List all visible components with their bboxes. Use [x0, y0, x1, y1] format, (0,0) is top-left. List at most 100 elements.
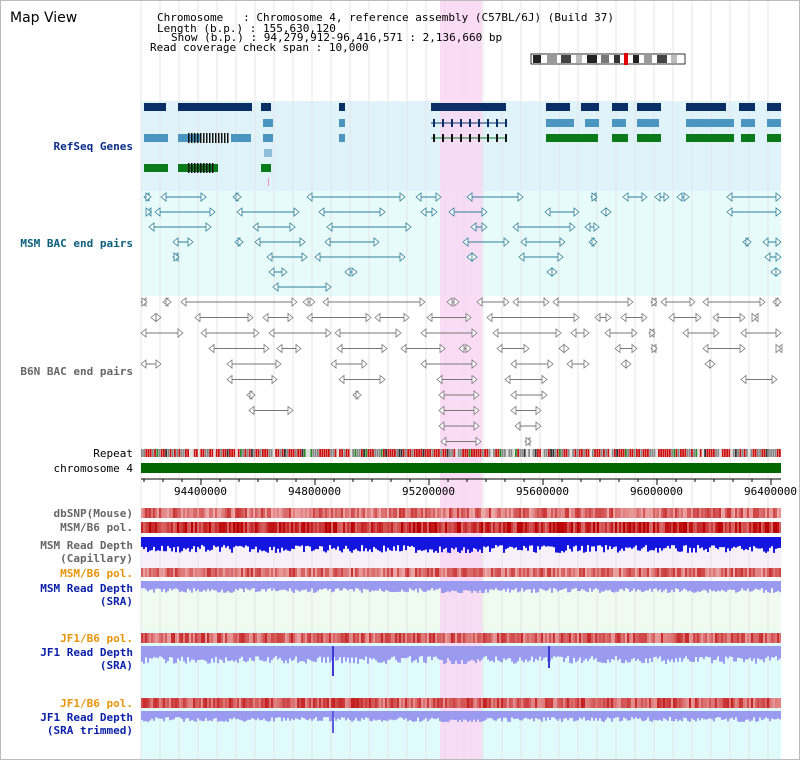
b6n-bac-pair-end: [365, 312, 372, 323]
b6n-bac-pair-end: [374, 312, 381, 323]
b6n-bac-track[interactable]: [140, 297, 783, 447]
msm-pol-cell: [315, 522, 317, 533]
msm-capillary-depth: [221, 537, 223, 548]
jf1-trimmed-depth: [409, 711, 411, 720]
msm-sra-depth: [183, 581, 185, 593]
msm-sra-depth: [255, 581, 257, 593]
msm-pol-cell: [355, 522, 357, 533]
dbsnp-cell: [347, 508, 349, 518]
jf1-sra-depth: [653, 646, 655, 658]
msm-bac-track[interactable]: [143, 192, 782, 292]
msm-pol-sra-cell: [671, 568, 673, 577]
jf1-sra-depth: [615, 646, 617, 657]
jf1-trimmed-depth: [267, 711, 269, 722]
variation-tracks[interactable]: [141, 508, 781, 733]
msm-capillary-depth: [607, 537, 609, 550]
jf1-pol-cell: [679, 633, 681, 643]
msm-capillary-depth: [547, 537, 549, 547]
jf1-trimmed-depth: [161, 711, 163, 719]
msm-capillary-depth: [209, 537, 211, 551]
jf1-trimmed-depth: [325, 711, 327, 718]
msm-capillary-depth: [361, 537, 363, 546]
msm-capillary-depth: [191, 537, 193, 550]
dbsnp-cell: [211, 508, 213, 518]
gene-feature: [144, 164, 168, 172]
msm-pol-cell: [379, 522, 381, 533]
msm-sra-depth: [387, 581, 389, 591]
msm-pol-sra-cell: [707, 568, 709, 577]
chromosome-ideogram[interactable]: [530, 53, 686, 65]
dbsnp-cell: [303, 508, 305, 518]
jf1-pol-trim-cell: [269, 698, 271, 708]
msm-capillary-depth: [691, 537, 693, 553]
jf1-pol-cell: [387, 633, 389, 643]
jf1-trimmed-depth: [569, 711, 571, 719]
jf1-pol-trim-cell: [499, 698, 501, 708]
jf1-trimmed-depth: [201, 711, 203, 721]
jf1-sra-depth: [301, 646, 303, 661]
jf1-pol-trim-cell: [497, 698, 499, 708]
dbsnp-cell: [557, 508, 559, 518]
jf1-trimmed-depth: [691, 711, 693, 719]
dbsnp-cell: [143, 508, 145, 518]
jf1-sra-depth: [167, 646, 169, 661]
jf1-pol-cell: [273, 633, 275, 643]
track-label-jf1-trimmed: JF1 Read Depth (SRA trimmed): [40, 711, 133, 737]
repeat-feature: [402, 449, 405, 457]
jf1-pol-trim-cell: [545, 698, 547, 708]
jf1-trimmed-depth: [633, 711, 635, 720]
msm-pol-cell: [175, 522, 177, 533]
jf1-sra-depth: [767, 646, 769, 657]
msm-pol-cell: [205, 522, 207, 533]
msm-capillary-depth: [391, 537, 393, 551]
msm-pol-sra-cell: [291, 568, 293, 577]
msm-pol-cell: [325, 522, 327, 533]
msm-bac-pair-end: [252, 222, 259, 232]
msm-pol-cell: [539, 522, 541, 533]
repeat-feature: [541, 449, 544, 457]
jf1-pol-cell: [229, 633, 231, 643]
jf1-trimmed-depth: [425, 711, 427, 718]
msm-capillary-depth: [647, 537, 649, 552]
msm-bac-pair-end: [775, 252, 782, 262]
msm-pol-cell: [731, 522, 733, 533]
jf1-trimmed-depth: [541, 711, 543, 722]
msm-sra-depth: [743, 581, 745, 591]
jf1-pol-cell: [191, 633, 193, 643]
jf1-pol-cell: [279, 633, 281, 643]
jf1-trimmed-depth: [435, 711, 437, 720]
msm-pol-cell: [459, 522, 461, 533]
jf1-pol-cell: [493, 633, 495, 643]
repeat-feature: [400, 449, 403, 457]
dbsnp-cell: [253, 508, 255, 518]
jf1-pol-trim-cell: [285, 698, 287, 708]
msm-capillary-depth: [571, 537, 573, 552]
chromosome-bar[interactable]: [141, 463, 781, 473]
jf1-trimmed-depth: [421, 711, 423, 722]
jf1-pol-cell: [649, 633, 651, 643]
msm-capillary-depth: [613, 537, 615, 548]
msm-capillary-depth: [711, 537, 713, 546]
gene-strand-arrow: [231, 134, 236, 142]
msm-capillary-depth: [183, 537, 185, 549]
msm-sra-depth: [543, 581, 545, 591]
msm-pol-sra-cell: [649, 568, 651, 577]
msm-pol-cell: [303, 522, 305, 533]
dbsnp-cell: [189, 508, 191, 518]
msm-pol-cell: [593, 522, 595, 533]
b6n-bac-pair-end: [563, 343, 570, 354]
msm-pol-cell: [583, 522, 585, 533]
span-label: Read coverage check span: [150, 41, 309, 54]
jf1-trimmed-depth: [197, 711, 199, 719]
refseq-genes-track[interactable]: [144, 103, 781, 186]
msm-pol-sra-cell: [569, 568, 571, 577]
jf1-sra-depth: [461, 646, 463, 660]
msm-pol-sra-cell: [731, 568, 733, 577]
repeat-feature: [750, 449, 753, 457]
msm-pol-cell: [629, 522, 631, 533]
dbsnp-cell: [239, 508, 241, 518]
repeat-track[interactable]: [141, 449, 781, 457]
msm-bac-pair-end: [318, 207, 325, 217]
jf1-pol-cell: [501, 633, 503, 643]
